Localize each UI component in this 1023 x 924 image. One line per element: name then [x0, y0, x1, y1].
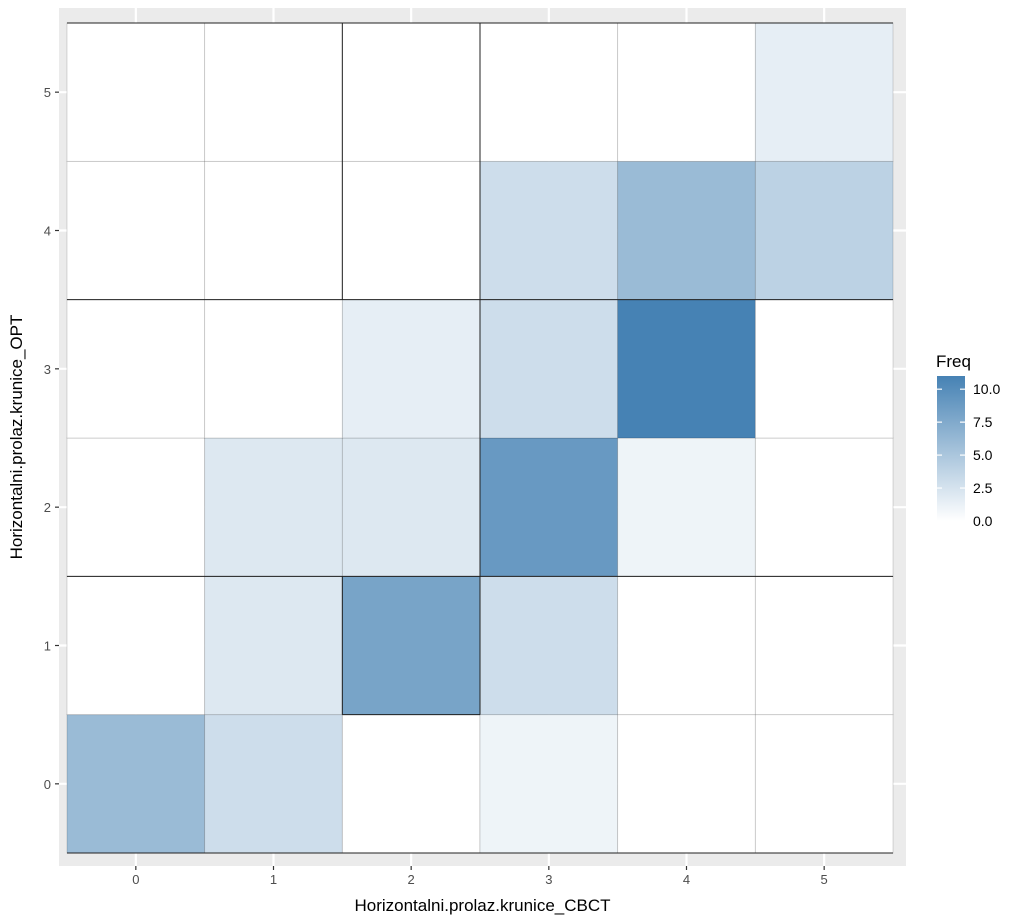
legend-break-label: 5.0 — [973, 447, 993, 463]
heatmap-cell-x0-y3 — [66, 299, 206, 439]
legend-colorbar — [937, 376, 965, 521]
heatmap-cell-x3-y2 — [479, 437, 619, 577]
heatmap-cell-x4-y2 — [617, 437, 756, 577]
y-axis-ticks: 0 1 2 3 4 5 — [44, 85, 59, 792]
y-axis-title: Horizontalni.prolaz.krunice_OPT — [7, 315, 26, 560]
heatmap-cell-x5-y2 — [754, 437, 894, 577]
y-tick-label: 1 — [44, 639, 51, 654]
x-tick-label: 0 — [132, 872, 139, 887]
x-tick-label: 2 — [408, 872, 415, 887]
x-tick-label: 1 — [270, 872, 277, 887]
heatmap-cell-x0-y4 — [66, 160, 206, 301]
heatmap-cell-x2-y0 — [341, 714, 481, 854]
heatmap-cell-x4-y1 — [617, 575, 756, 716]
heatmap-cell-x0-y5 — [66, 22, 206, 162]
heatmap-cell-x0-y2 — [66, 437, 206, 577]
heatmap-cell-x3-y0 — [479, 714, 619, 854]
heatmap-cell-x5-y3 — [754, 299, 894, 439]
heatmap-cell-x4-y5 — [617, 22, 756, 162]
y-tick-label: 2 — [44, 500, 51, 515]
heatmap-cell-x5-y1 — [754, 575, 894, 716]
heatmap-cell-x3-y1 — [479, 575, 619, 716]
legend-break-label: 7.5 — [973, 414, 993, 430]
legend-title: Freq — [936, 352, 971, 371]
heatmap-cell-x1-y4 — [204, 160, 343, 301]
y-tick-label: 4 — [44, 224, 51, 239]
heatmap-cell-x5-y0 — [754, 714, 894, 854]
heatmap-cell-x4-y3 — [617, 299, 756, 439]
heatmap-cell-x2-y1 — [341, 575, 481, 716]
heatmap-cell-x3-y3 — [479, 299, 619, 439]
heatmap-cell-x1-y3 — [204, 299, 343, 439]
heatmap-cell-x3-y5 — [479, 22, 619, 162]
x-tick-label: 4 — [683, 872, 690, 887]
heatmap-cell-x0-y0 — [66, 714, 206, 854]
legend-break-label: 10.0 — [973, 381, 1000, 397]
heatmap-cell-x1-y5 — [204, 22, 343, 162]
y-tick-label: 5 — [44, 85, 51, 100]
heatmap-cell-x1-y1 — [204, 575, 343, 716]
heatmap-cells — [66, 22, 894, 854]
heatmap-cell-x2-y2 — [341, 437, 481, 577]
heatmap-cell-x5-y4 — [754, 160, 894, 301]
heatmap-cell-x1-y0 — [204, 714, 343, 854]
legend-break-label: 2.5 — [973, 480, 993, 496]
heatmap-cell-x5-y5 — [754, 22, 894, 162]
heatmap-cell-x2-y3 — [341, 299, 481, 439]
heatmap-cell-x2-y5 — [341, 22, 481, 162]
legend-break-label: 0.0 — [973, 513, 993, 529]
heatmap-cell-x3-y4 — [479, 160, 619, 301]
heatmap-cell-x2-y4 — [341, 160, 481, 301]
y-tick-label: 3 — [44, 362, 51, 377]
x-axis-ticks: 0 1 2 3 4 5 — [132, 866, 828, 887]
x-axis-title: Horizontalni.prolaz.krunice_CBCT — [354, 896, 610, 915]
heatmap-cell-x4-y0 — [617, 714, 756, 854]
y-tick-label: 0 — [44, 777, 51, 792]
heatmap-cell-x1-y2 — [204, 437, 343, 577]
x-tick-label: 5 — [821, 872, 828, 887]
legend: Freq 0.0 2.5 5.0 7.5 10.0 — [936, 352, 1000, 529]
heatmap-cell-x4-y4 — [617, 160, 756, 301]
x-tick-label: 3 — [545, 872, 552, 887]
heatmap-cell-x0-y1 — [66, 575, 206, 716]
